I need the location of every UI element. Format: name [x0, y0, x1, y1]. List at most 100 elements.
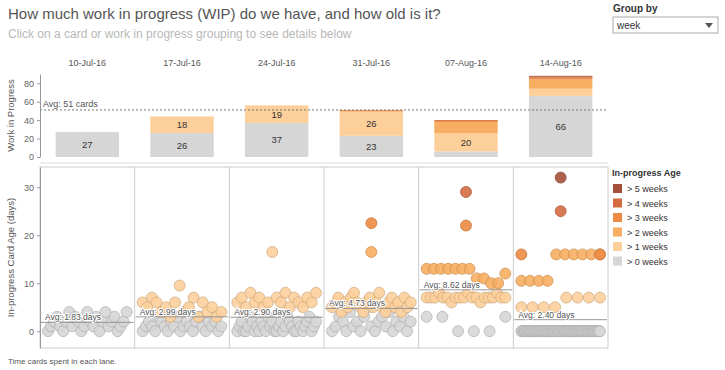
card-point[interactable] — [461, 186, 472, 197]
bar-segment[interactable] — [434, 120, 497, 122]
tick-label: 80 — [24, 79, 34, 89]
bar-segment[interactable] — [529, 89, 592, 96]
bar-segment[interactable] — [150, 133, 213, 157]
group-by-control[interactable]: Group byweek — [613, 3, 718, 33]
tick-mark — [37, 283, 40, 284]
card-point[interactable] — [405, 316, 416, 327]
bar-segment[interactable] — [529, 76, 592, 78]
bar-segment[interactable] — [56, 132, 119, 133]
tick: 30 — [24, 183, 40, 193]
tick: 20 — [24, 231, 40, 241]
card-point[interactable] — [461, 220, 472, 231]
card-point[interactable] — [421, 311, 432, 322]
tick-label: 30 — [24, 183, 34, 193]
card-point[interactable] — [595, 326, 606, 337]
card-point[interactable] — [542, 275, 553, 286]
bar-segment[interactable] — [434, 122, 497, 133]
bar-segment[interactable] — [245, 105, 308, 106]
bar-segment[interactable] — [529, 78, 592, 80]
card-point[interactable] — [516, 249, 527, 260]
card-point[interactable] — [355, 326, 366, 337]
tick-label: 10 — [24, 279, 34, 289]
average-label: Avg: 51 cards — [43, 99, 98, 109]
card-point[interactable] — [595, 249, 606, 260]
card-point[interactable] — [555, 206, 566, 217]
card-point[interactable] — [366, 218, 377, 229]
bar-segment[interactable] — [56, 132, 119, 133]
dropdown-caret[interactable] — [705, 23, 713, 28]
bar-segment[interactable] — [245, 123, 308, 157]
average-label: Avg: 2.40 days — [518, 310, 574, 320]
card-point[interactable] — [595, 292, 606, 303]
card-point[interactable] — [174, 280, 185, 291]
bar-segment[interactable] — [150, 116, 213, 133]
bar-segment[interactable] — [245, 105, 308, 106]
legend-swatch — [613, 199, 622, 208]
bar-segment[interactable] — [56, 132, 119, 133]
bar-segment[interactable] — [529, 75, 592, 77]
bar-segment[interactable] — [529, 96, 592, 157]
data-label: 18 — [177, 119, 188, 130]
card-point[interactable] — [500, 268, 511, 279]
bar-segment[interactable] — [150, 116, 213, 117]
card-point[interactable] — [366, 246, 377, 257]
bar-segment[interactable] — [434, 120, 497, 121]
bar-segment[interactable] — [56, 132, 119, 133]
card-point[interactable] — [374, 287, 385, 298]
card-point[interactable] — [595, 249, 606, 260]
bar-segment[interactable] — [150, 116, 213, 117]
bar-segment[interactable] — [434, 121, 497, 123]
column-header: 14-Aug-16 — [540, 58, 582, 68]
separator — [40, 163, 608, 164]
bar-segment[interactable] — [150, 116, 213, 117]
bar-segment[interactable] — [340, 110, 403, 112]
card-point[interactable] — [405, 297, 416, 308]
tick-label: 20 — [24, 231, 34, 241]
card-point[interactable] — [216, 306, 227, 317]
bar-segment[interactable] — [150, 116, 213, 117]
average-label: Avg: 2.99 days — [140, 307, 196, 317]
bar-segment[interactable] — [434, 151, 497, 157]
card-point[interactable] — [484, 326, 495, 337]
data-labels: 272637236618192620 — [82, 109, 566, 152]
average-label: Avg: 4.73 days — [329, 298, 385, 308]
data-label: 23 — [366, 141, 377, 152]
card-point[interactable] — [311, 287, 322, 298]
card-point[interactable] — [437, 311, 448, 322]
bar-segment[interactable] — [529, 80, 592, 89]
card-point[interactable] — [267, 246, 278, 257]
card-point[interactable] — [464, 263, 475, 274]
subtitle: Click on a card or work in progress grou… — [8, 27, 352, 41]
bar-segment[interactable] — [56, 132, 119, 157]
dropdown[interactable] — [613, 17, 718, 33]
card-point[interactable] — [583, 292, 594, 303]
card-point[interactable] — [561, 292, 572, 303]
legend-swatch — [613, 213, 622, 222]
panel-frame — [40, 167, 608, 348]
card-point[interactable] — [555, 172, 566, 183]
dashboard: How much work in progress (WIP) do we ha… — [0, 0, 725, 370]
card-point[interactable] — [453, 326, 464, 337]
tick: 0 — [29, 152, 40, 162]
card-point[interactable] — [500, 292, 511, 303]
legend-swatch — [613, 228, 622, 237]
bar-segment[interactable] — [340, 136, 403, 157]
column-header: 10-Jul-16 — [69, 58, 107, 68]
bar-segment[interactable] — [56, 132, 119, 133]
card-point[interactable] — [500, 311, 511, 322]
legend-swatch — [613, 184, 622, 193]
bar-segment[interactable] — [434, 133, 497, 151]
card-point[interactable] — [493, 278, 504, 289]
legend-label: > 1 weeks — [627, 242, 668, 252]
panel-divider — [134, 167, 135, 348]
legend-swatch — [613, 242, 622, 251]
dropdown-value[interactable]: week — [616, 20, 641, 31]
card-point[interactable] — [572, 292, 583, 303]
legend-label: > 2 weeks — [627, 228, 668, 238]
card-point[interactable] — [121, 306, 132, 317]
bar-segment[interactable] — [245, 105, 308, 106]
bar-segment[interactable] — [245, 105, 308, 106]
bar-segment[interactable] — [340, 112, 403, 136]
bar-segment[interactable] — [245, 105, 308, 123]
card-point[interactable] — [468, 326, 479, 337]
